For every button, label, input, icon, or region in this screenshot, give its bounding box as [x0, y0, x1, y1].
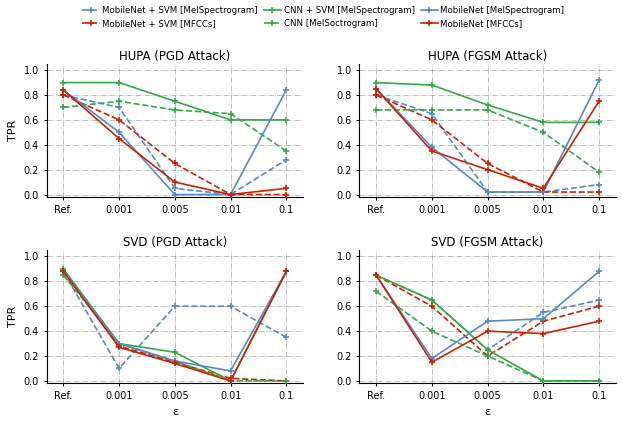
Title: HUPA (FGSM Attack): HUPA (FGSM Attack) [428, 50, 547, 63]
Legend: MobileNet + SVM [MelSpectrogram], MobileNet + SVM [MFCCs], CNN + SVM [MelSpectro: MobileNet + SVM [MelSpectrogram], Mobile… [81, 4, 566, 30]
X-axis label: ε: ε [485, 406, 491, 417]
Title: SVD (PGD Attack): SVD (PGD Attack) [123, 236, 227, 249]
X-axis label: ε: ε [172, 406, 178, 417]
Y-axis label: TPR: TPR [8, 306, 18, 328]
Title: SVD (FGSM Attack): SVD (FGSM Attack) [432, 236, 544, 249]
Title: HUPA (PGD Attack): HUPA (PGD Attack) [119, 50, 231, 63]
Y-axis label: TPR: TPR [8, 120, 18, 141]
